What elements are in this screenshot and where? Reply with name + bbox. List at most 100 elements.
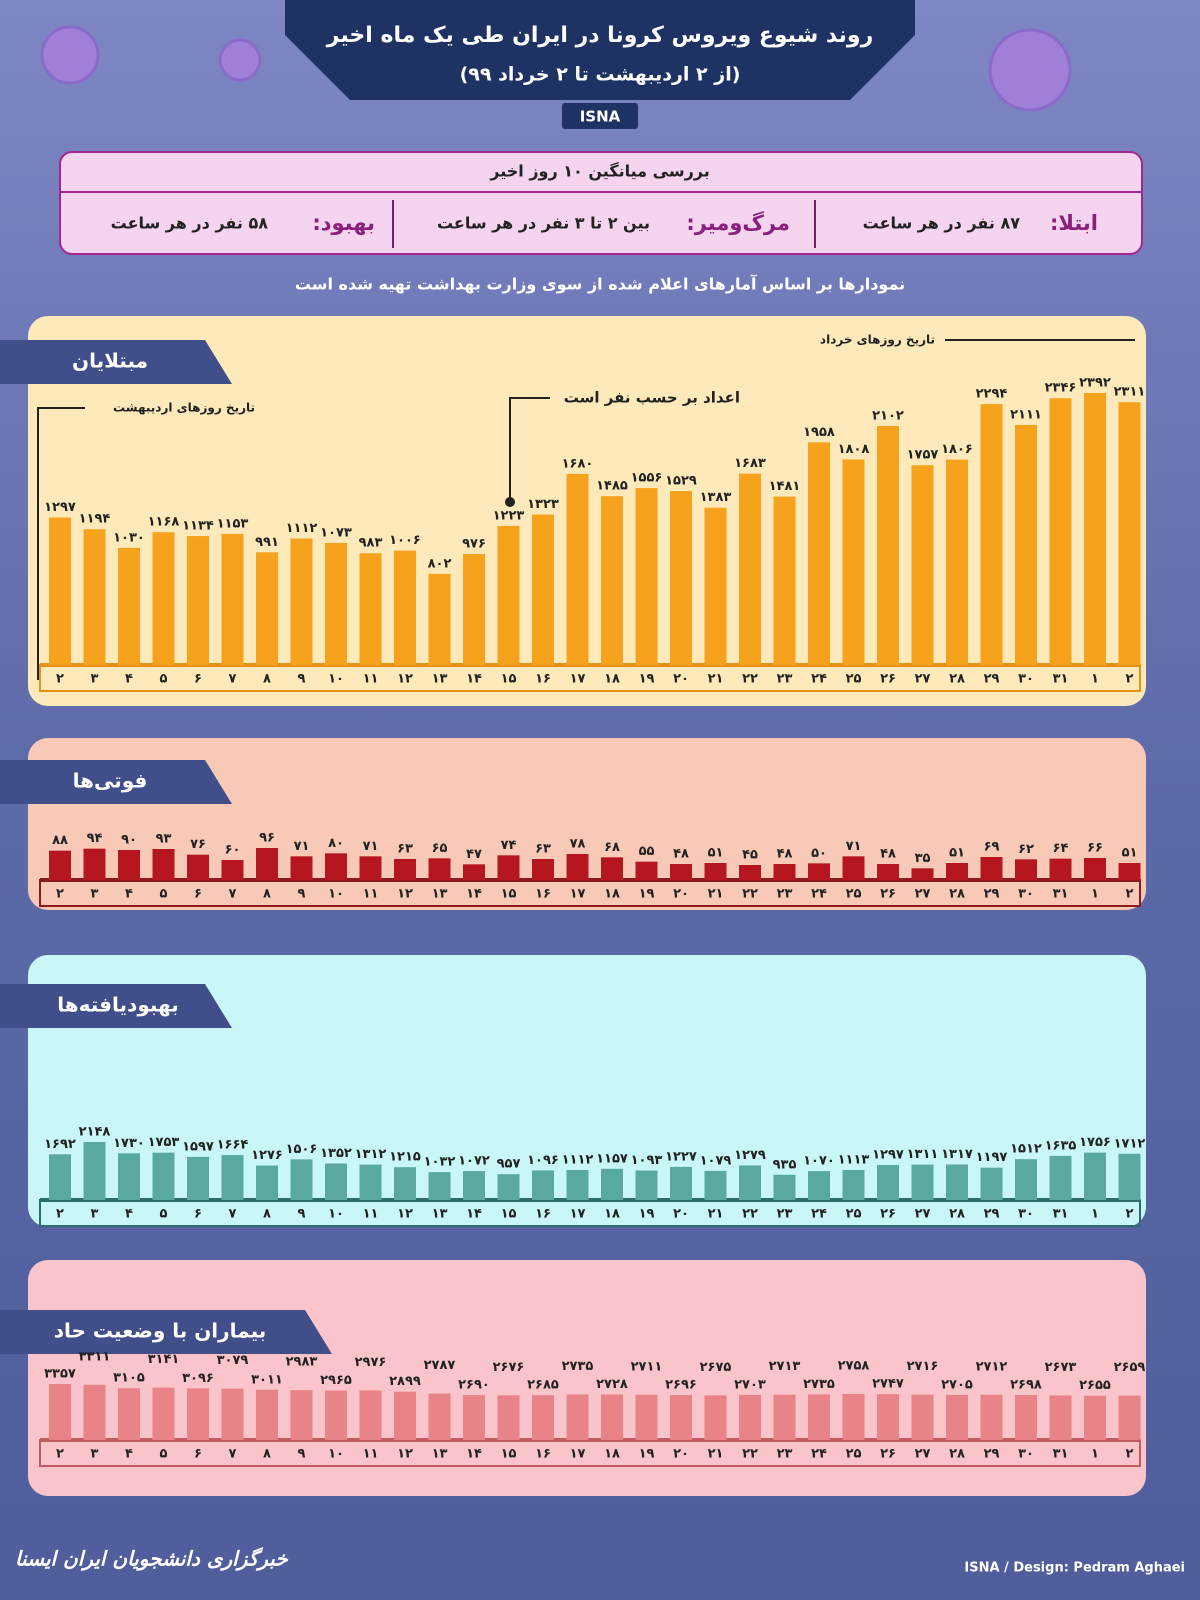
x-tick-label: ۲۴ <box>811 887 827 902</box>
value-label: ۲۷۰۵ <box>941 1377 973 1392</box>
value-label: ۱۱۳۴ <box>182 519 214 534</box>
x-tick-label: ۲۸ <box>949 887 965 902</box>
value-label: ۲۱۴۸ <box>79 1125 111 1140</box>
bar <box>49 1154 71 1200</box>
x-tick-label: ۱۰ <box>328 1207 344 1222</box>
bar <box>980 1394 1003 1440</box>
bar <box>1118 1395 1141 1440</box>
value-label: ۱۲۷۹ <box>734 1148 766 1163</box>
x-tick-label: ۷ <box>229 887 237 902</box>
bar <box>566 473 589 665</box>
bar <box>635 1394 658 1440</box>
x-tick-label: ۷ <box>229 1207 237 1222</box>
value-label: ۱۶۳۵ <box>1045 1138 1077 1153</box>
bar <box>428 858 451 880</box>
x-tick-label: ۲۰ <box>673 1207 689 1222</box>
value-label: ۶۵ <box>432 841 448 856</box>
value-label: ۱۱۵۳ <box>217 516 249 531</box>
x-tick-label: ۱۴ <box>466 672 482 687</box>
bar <box>256 1389 278 1440</box>
annotation-dot <box>505 497 515 507</box>
value-label: ۱۳۱۱ <box>907 1147 939 1162</box>
value-label: ۱۱۶۸ <box>148 515 180 530</box>
value-label: ۲۹۸۳ <box>286 1355 318 1370</box>
bar <box>152 1387 175 1440</box>
x-tick-label: ۱۵ <box>501 1207 517 1222</box>
annotation: تاریخ روزهای اردیبهشت <box>113 401 255 416</box>
x-tick-label: ۱۰ <box>328 672 344 687</box>
bar <box>49 850 71 880</box>
x-tick-label: ۲۱ <box>708 672 724 687</box>
bar <box>325 1163 347 1200</box>
value-label: ۱۳۱۲ <box>355 1147 387 1162</box>
value-label: ۴۸ <box>880 847 896 862</box>
x-tick-label: ۴ <box>125 1447 133 1462</box>
value-label: ۱۷۵۷ <box>907 448 939 463</box>
annotation-arrow <box>509 397 550 500</box>
bar <box>118 850 140 880</box>
value-label: ۲۷۳۵ <box>803 1377 835 1392</box>
bar <box>842 1169 865 1200</box>
bar <box>1118 1153 1141 1200</box>
value-label: ۶۹ <box>984 840 1000 855</box>
value-label: ۲۹۷۶ <box>355 1355 387 1370</box>
x-tick-label: ۱۳ <box>432 887 448 902</box>
x-tick-label: ۲ <box>1126 1447 1134 1462</box>
bar <box>1049 1155 1072 1200</box>
value-label: ۱۲۹۷ <box>44 500 76 515</box>
x-tick-label: ۲۰ <box>673 672 689 687</box>
x-tick-label: ۱۹ <box>639 887 655 902</box>
x-tick-label: ۲۲ <box>742 1207 758 1222</box>
bar <box>325 542 347 665</box>
bar <box>739 1165 761 1200</box>
x-tick-label: ۱۹ <box>639 1207 655 1222</box>
value-label: ۱۸۰۸ <box>838 442 870 457</box>
value-label: ۱۰۷۹ <box>700 1153 732 1168</box>
header-title: روند شیوع ویروس کرونا در ایران طی یک ماه… <box>326 23 873 48</box>
bar <box>808 863 830 880</box>
bar <box>566 1169 589 1200</box>
bar <box>808 442 830 665</box>
bar <box>152 849 175 880</box>
x-tick-label: ۲۹ <box>984 1447 1000 1462</box>
value-label: ۱۲۲۳ <box>493 508 525 523</box>
bar <box>670 864 692 880</box>
value-label: ۲۶۷۶ <box>493 1360 525 1375</box>
x-tick-label: ۲۶ <box>880 672 896 687</box>
recovery-label: بهبود: <box>312 211 375 235</box>
x-tick-label: ۲ <box>56 887 64 902</box>
x-tick-label: ۲۹ <box>984 1207 1000 1222</box>
bar <box>394 1391 416 1440</box>
x-tick-label: ۳ <box>91 1207 99 1222</box>
value-label: ۹۷۶ <box>462 537 486 552</box>
x-tick-label: ۳۱ <box>1053 887 1069 902</box>
annotation: تاریخ روزهای خرداد <box>820 333 935 348</box>
x-tick-label: ۱ <box>1091 887 1099 902</box>
x-tick-label: ۱۸ <box>604 1207 620 1222</box>
x-tick-label: ۹ <box>298 1447 306 1462</box>
x-tick-label: ۱۶ <box>535 1447 551 1462</box>
bar <box>670 491 692 665</box>
value-label: ۲۶۹۶ <box>665 1378 697 1393</box>
x-tick-label: ۱۵ <box>501 672 517 687</box>
bar <box>187 536 209 665</box>
x-tick-label: ۶ <box>194 672 202 687</box>
value-label: ۱۶۸۰ <box>562 456 594 471</box>
x-tick-label: ۲۷ <box>915 887 931 902</box>
value-label: ۵۱ <box>708 846 724 861</box>
x-tick-label: ۲۵ <box>846 1207 862 1222</box>
bar <box>1084 858 1106 880</box>
value-label: ۱۳۵۲ <box>320 1146 352 1161</box>
bar <box>670 1395 692 1440</box>
infection-text: ۸۷ نفر در هر ساعت <box>863 214 1021 233</box>
bar <box>1084 393 1106 665</box>
value-label: ۹۹۱ <box>255 535 279 550</box>
bar <box>497 855 520 880</box>
bar <box>497 1174 520 1200</box>
value-label: ۱۲۹۷ <box>872 1147 904 1162</box>
value-label: ۲۷۸۷ <box>424 1358 456 1373</box>
x-tick-label: ۱۴ <box>466 1447 482 1462</box>
x-tick-label: ۵ <box>160 887 168 902</box>
x-tick-label: ۳۱ <box>1053 1207 1069 1222</box>
bar <box>118 547 140 665</box>
